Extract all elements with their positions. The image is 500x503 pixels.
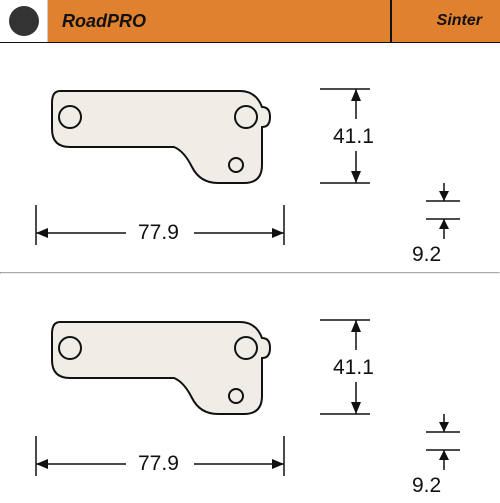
height-dimension — [320, 306, 380, 456]
width-label: 77.9 — [138, 221, 179, 245]
thickness-label: 9.2 — [412, 243, 441, 267]
brand-logo — [0, 0, 48, 42]
height-label: 41.1 — [333, 356, 374, 380]
thickness-label: 9.2 — [412, 474, 441, 498]
logo-icon — [9, 6, 39, 36]
width-label: 77.9 — [138, 452, 179, 476]
diagram-row: 77.9 41.1 9.2 — [0, 43, 500, 272]
product-line-title: RoadPRO — [48, 0, 390, 42]
diagram-row: 77.9 41.1 9.2 — [0, 274, 500, 503]
brake-pad-shape — [30, 73, 300, 223]
header-bar: RoadPRO Sinter — [0, 0, 500, 42]
height-label: 41.1 — [333, 125, 374, 149]
brake-pad-shape — [30, 304, 300, 454]
variant-label: Sinter — [390, 0, 500, 42]
diagram-content: 77.9 41.1 9.2 — [0, 43, 500, 501]
height-dimension — [320, 75, 380, 225]
